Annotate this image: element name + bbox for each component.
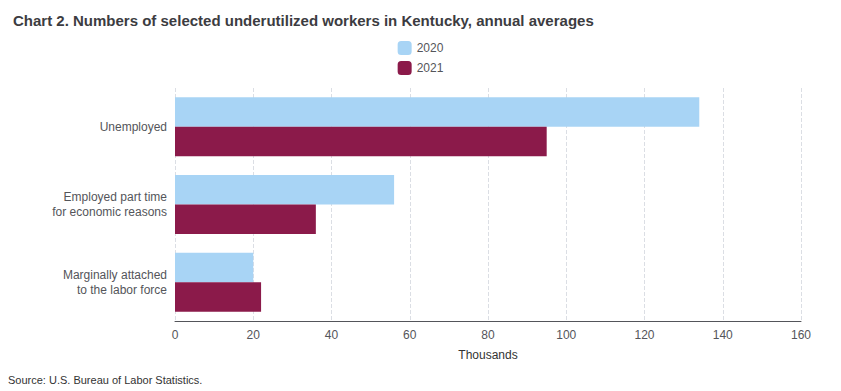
svg-text:for economic reasons: for economic reasons	[52, 205, 167, 219]
svg-text:100: 100	[556, 328, 576, 342]
svg-text:Thousands: Thousands	[458, 348, 517, 362]
svg-text:80: 80	[481, 328, 495, 342]
svg-text:Employed part time: Employed part time	[64, 190, 168, 204]
svg-text:120: 120	[634, 328, 654, 342]
svg-text:Source: U.S. Bureau of Labor S: Source: U.S. Bureau of Labor Statistics.	[8, 374, 202, 386]
svg-text:Unemployed: Unemployed	[100, 120, 167, 134]
svg-text:140: 140	[713, 328, 733, 342]
svg-text:to the labor force: to the labor force	[77, 283, 167, 297]
svg-text:40: 40	[325, 328, 339, 342]
svg-text:0: 0	[172, 328, 179, 342]
svg-text:Chart 2. Numbers of selected u: Chart 2. Numbers of selected underutiliz…	[13, 12, 594, 29]
svg-text:60: 60	[403, 328, 417, 342]
svg-text:20: 20	[247, 328, 261, 342]
svg-text:2021: 2021	[417, 61, 444, 75]
svg-text:160: 160	[791, 328, 811, 342]
svg-text:2020: 2020	[417, 41, 444, 55]
svg-text:Marginally attached: Marginally attached	[63, 268, 167, 282]
